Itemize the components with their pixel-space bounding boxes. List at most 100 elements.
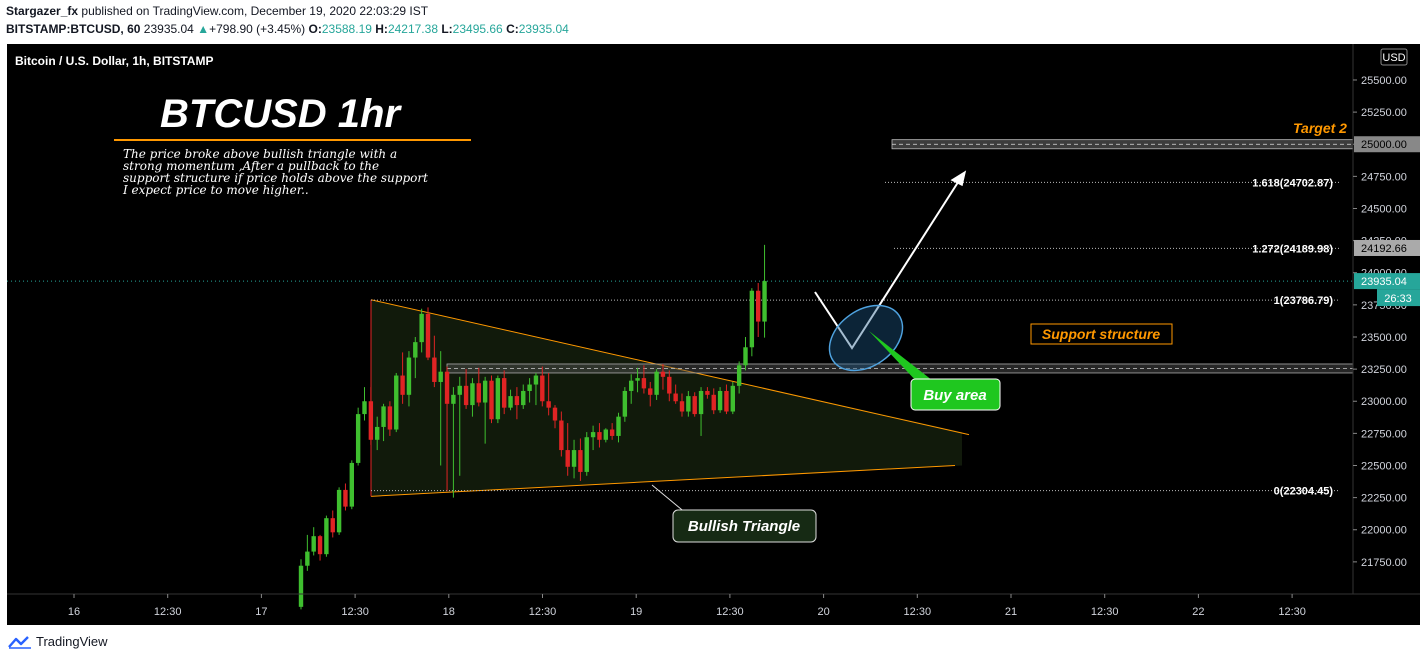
candle-body[interactable] [692, 396, 697, 415]
footer: TradingView [8, 634, 108, 649]
buy-callout-pointer [869, 331, 937, 384]
candle-body[interactable] [400, 375, 405, 395]
candle-body[interactable] [457, 385, 462, 395]
candle-body[interactable] [419, 313, 424, 343]
candle-body[interactable] [470, 383, 475, 406]
candle-body[interactable] [387, 406, 393, 430]
currency-box[interactable] [1380, 48, 1408, 66]
candle-body[interactable] [673, 393, 678, 402]
candle-body[interactable] [698, 390, 704, 415]
candle-body[interactable] [584, 437, 589, 472]
candle-body[interactable] [502, 378, 507, 408]
candle-body[interactable] [705, 390, 710, 395]
candle-body[interactable] [324, 518, 329, 555]
candle-body[interactable] [368, 401, 374, 440]
triangle-lower-line[interactable] [370, 464, 956, 497]
candle-body[interactable] [622, 390, 628, 417]
candle-body[interactable] [381, 406, 386, 427]
candle-body[interactable] [546, 401, 551, 408]
candle-body[interactable] [635, 378, 640, 381]
candle-body[interactable] [597, 432, 602, 440]
candle-body[interactable] [762, 281, 767, 322]
candle-body[interactable] [686, 396, 691, 412]
candle-body[interactable] [298, 565, 304, 607]
candle-body[interactable] [330, 518, 335, 533]
x-tick-label: 22 [1192, 606, 1204, 618]
headline-text: BTCUSD 1hr [160, 92, 402, 136]
candle-body[interactable] [660, 371, 666, 377]
candle-body[interactable] [736, 365, 742, 386]
candle-body[interactable] [565, 450, 570, 467]
analysis-note: The price broke above bullish triangle w… [122, 147, 428, 197]
candle-body[interactable] [590, 432, 596, 438]
projection-path[interactable] [814, 175, 963, 350]
tradingview-logo-icon[interactable] [8, 635, 32, 649]
candle-body[interactable] [349, 462, 354, 507]
candle-body[interactable] [375, 426, 380, 440]
high-marker-badge-label: 24192.66 [1361, 243, 1407, 255]
candle-body[interactable] [311, 536, 316, 552]
candle-body[interactable] [476, 383, 481, 403]
chart-panel[interactable]: Bitcoin / U.S. Dollar, 1h, BITSTAMP BTCUS… [7, 44, 1420, 625]
candle-body[interactable] [571, 450, 577, 467]
triangle-fill [371, 299, 962, 497]
candle-body[interactable] [444, 371, 450, 404]
candle-body[interactable] [355, 414, 361, 463]
candle-body[interactable] [489, 380, 494, 420]
candle-body[interactable] [743, 347, 748, 366]
candle-body[interactable] [343, 489, 348, 507]
buy-callout-box[interactable] [910, 378, 1001, 411]
y-tick-label: 25500.00 [1361, 75, 1407, 87]
candle-body[interactable] [724, 390, 729, 412]
candle-body[interactable] [432, 357, 437, 382]
candle-body[interactable] [521, 390, 526, 406]
candle-body[interactable] [514, 396, 520, 406]
candle-body[interactable] [336, 489, 342, 533]
fib-level-label: 1.272(24189.98) [1252, 243, 1333, 255]
author-name[interactable]: Stargazer_fx [6, 4, 79, 18]
support-label-box[interactable] [1030, 323, 1173, 345]
candle-body[interactable] [508, 396, 513, 408]
publish-info: Stargazer_fx published on TradingView.co… [6, 4, 428, 18]
candle-body[interactable] [648, 388, 653, 395]
candle-body[interactable] [641, 378, 647, 389]
candle-body[interactable] [482, 380, 488, 403]
candle-body[interactable] [749, 290, 755, 348]
candle-body[interactable] [362, 401, 367, 415]
candle-body[interactable] [463, 385, 469, 406]
footer-brand[interactable]: TradingView [36, 634, 108, 649]
candle-body[interactable] [756, 290, 761, 322]
candle-body[interactable] [451, 394, 456, 404]
candle-body[interactable] [533, 375, 539, 385]
candle-body[interactable] [540, 375, 545, 402]
candle-body[interactable] [559, 420, 564, 451]
triangle-upper-line[interactable] [370, 299, 970, 436]
candle-body[interactable] [413, 342, 418, 358]
candle-body[interactable] [609, 429, 615, 436]
candle-body[interactable] [425, 313, 431, 358]
buy-area-ellipse[interactable] [817, 292, 915, 384]
candle-body[interactable] [438, 371, 443, 382]
candle-body[interactable] [527, 384, 532, 391]
candle-body[interactable] [394, 375, 399, 430]
candle-body[interactable] [629, 380, 634, 391]
candle-body[interactable] [317, 536, 323, 555]
target-zone[interactable] [891, 139, 1354, 150]
candle-body[interactable] [717, 390, 723, 411]
target-label: Target 2 [1293, 120, 1347, 136]
candlestick-chart[interactable]: Bitcoin / U.S. Dollar, 1h, BITSTAMP BTCUS… [7, 44, 1420, 625]
candle-body[interactable] [616, 416, 621, 436]
candle-body[interactable] [552, 407, 558, 421]
triangle-callout-box[interactable] [672, 509, 817, 543]
candle-body[interactable] [578, 450, 583, 472]
candle-body[interactable] [406, 357, 412, 395]
candle-body[interactable] [730, 385, 735, 412]
candle-body[interactable] [654, 371, 659, 395]
candle-body[interactable] [711, 394, 716, 411]
triangle-callout-text: Bullish Triangle [688, 518, 800, 535]
candle-body[interactable] [679, 401, 685, 412]
candle-body[interactable] [305, 551, 310, 566]
candle-body[interactable] [603, 429, 608, 440]
candle-body[interactable] [495, 378, 501, 420]
candle-body[interactable] [667, 376, 672, 394]
